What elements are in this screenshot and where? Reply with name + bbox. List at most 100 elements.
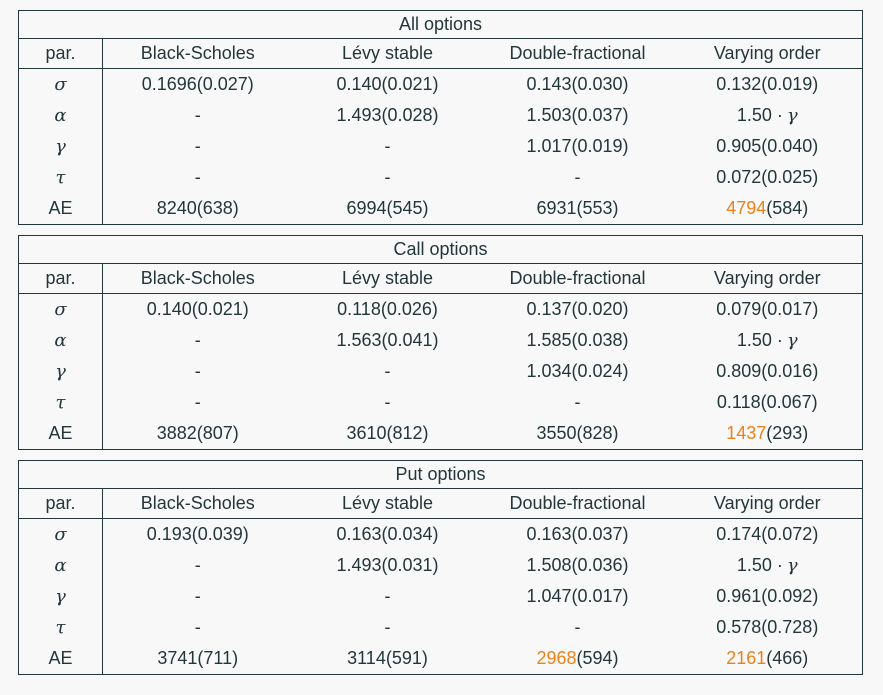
table-header-row: par. Black-Scholes Lévy stable Double-fract… — [18, 38, 863, 69]
param-label: σ — [18, 293, 103, 325]
value-cell: 0.140(0.021) — [103, 294, 293, 326]
table-row--: γ - - 1.034(0.024) 0.809(0.016) — [18, 356, 863, 387]
value-cell: 0.143(0.030) — [483, 69, 673, 101]
cell-value: 0.961(0.092) — [716, 586, 819, 606]
value-cell: 1.50 · γ — [673, 550, 863, 581]
cell-value: 0.140(0.021) — [336, 74, 439, 94]
value-cell: - — [103, 325, 293, 356]
cell-value: 2968 — [536, 648, 577, 668]
cell-value: - — [384, 392, 391, 412]
value-cell: 1.493(0.028) — [293, 100, 483, 131]
value-cell: 0.193(0.039) — [103, 519, 293, 551]
value-cell: 1.563(0.041) — [293, 325, 483, 356]
cell-value: 3882(807) — [156, 423, 239, 443]
param-label: α — [18, 325, 103, 356]
value-cell: 0.140(0.021) — [293, 69, 483, 101]
value-cell: - — [293, 387, 483, 418]
table-title-row: Call options — [18, 235, 863, 264]
options-table-put-options: Put options par. Black-Scholes Lévy stable D… — [18, 460, 864, 675]
column-header-black-scholes: Black-Scholes — [102, 38, 293, 69]
param-label: γ — [18, 356, 103, 387]
cell-value: 1.034(0.024) — [526, 361, 629, 381]
cell-value: - — [194, 167, 201, 187]
cell-value: 3114(591) — [347, 648, 428, 668]
cell-value: - — [574, 167, 581, 187]
cell-value: 1.50 · — [736, 330, 783, 350]
cell-value: 0.905(0.040) — [716, 136, 819, 156]
value-cell: 0.174(0.072) — [673, 519, 863, 551]
value-cell: - — [103, 387, 293, 418]
param-label: α — [18, 550, 103, 581]
cell-value: - — [194, 555, 201, 575]
cell-value: 0.578(0.728) — [716, 617, 819, 637]
cell-value: 0.118(0.026) — [337, 299, 438, 319]
cell-value: - — [384, 617, 391, 637]
value-cell: 1.017(0.019) — [483, 131, 673, 162]
value-cell: - — [103, 612, 293, 643]
cell-value: 1.50 · — [736, 555, 783, 575]
table-title: Call options — [18, 235, 863, 264]
value-cell: - — [293, 162, 483, 193]
cell-value: 1.508(0.036) — [526, 555, 629, 575]
value-cell: 1.50 · γ — [673, 325, 863, 356]
cell-std-error: (594) — [576, 648, 619, 668]
column-header-varying-order: Varying order — [672, 38, 863, 69]
table-row--: α - 1.563(0.041) 1.585(0.038) 1.50 · γ — [18, 325, 863, 356]
value-cell: 4794(584) — [673, 193, 863, 225]
param-label: α — [18, 100, 103, 131]
cell-value: 1.585(0.038) — [526, 330, 629, 350]
value-cell: 0.163(0.034) — [293, 519, 483, 551]
table-row--: τ - - - 0.118(0.067) — [18, 387, 863, 418]
value-cell: 0.132(0.019) — [673, 69, 863, 101]
value-cell: - — [293, 612, 483, 643]
table-row--: σ 0.140(0.021) 0.118(0.026) 0.137(0.020) 0.0… — [18, 293, 863, 326]
table-row--: γ - - 1.047(0.017) 0.961(0.092) — [18, 581, 863, 612]
table-row--: α - 1.493(0.028) 1.503(0.037) 1.50 · γ — [18, 100, 863, 131]
cell-value: 1.563(0.041) — [336, 330, 439, 350]
cell-value: 0.163(0.037) — [526, 524, 629, 544]
cell-value: 1.017(0.019) — [526, 136, 629, 156]
cell-value: - — [384, 361, 391, 381]
cell-value: - — [194, 136, 201, 156]
cell-value: 0.193(0.039) — [146, 524, 249, 544]
value-cell: 1.585(0.038) — [483, 325, 673, 356]
value-cell: 1.503(0.037) — [483, 100, 673, 131]
value-cell: 0.079(0.017) — [673, 294, 863, 326]
table-header-row: par. Black-Scholes Lévy stable Double-fract… — [18, 488, 863, 519]
table-row-ae: AE 8240(638) 6994(545) 6931(553) 4794(584) — [18, 193, 863, 225]
column-header-l-vy-stable: Lévy stable — [292, 263, 483, 294]
value-cell: - — [103, 356, 293, 387]
param-label: AE — [18, 193, 103, 225]
value-cell: 3882(807) — [103, 418, 293, 450]
cell-value: - — [194, 617, 201, 637]
value-cell: 0.809(0.016) — [673, 356, 863, 387]
value-cell: 1.50 · γ — [673, 100, 863, 131]
table-row--: γ - - 1.017(0.019) 0.905(0.040) — [18, 131, 863, 162]
cell-value: - — [194, 330, 201, 350]
cell-value: 0.137(0.020) — [526, 299, 629, 319]
cell-value: 0.174(0.072) — [716, 524, 819, 544]
table-title-row: All options — [18, 10, 863, 39]
table-row-ae: AE 3882(807) 3610(812) 3550(828) 1437(293) — [18, 418, 863, 450]
cell-value: 1.50 · — [736, 105, 783, 125]
cell-value: 3550(828) — [536, 423, 619, 443]
value-cell: - — [103, 131, 293, 162]
param-label: σ — [18, 518, 103, 550]
cell-gamma-symbol: γ — [786, 555, 798, 576]
value-cell: 0.961(0.092) — [673, 581, 863, 612]
column-header-varying-order: Varying order — [672, 488, 863, 519]
value-cell: 0.1696(0.027) — [103, 69, 293, 101]
cell-value: - — [574, 617, 581, 637]
param-label: τ — [18, 612, 103, 643]
value-cell: 6931(553) — [483, 193, 673, 225]
cell-value: 6931(553) — [536, 198, 619, 218]
cell-value: 0.132(0.019) — [716, 74, 819, 94]
cell-value: - — [384, 136, 391, 156]
cell-value: 0.079(0.017) — [716, 299, 819, 319]
value-cell: 0.072(0.025) — [673, 162, 863, 193]
param-label: τ — [18, 387, 103, 418]
table-header-row: par. Black-Scholes Lévy stable Double-fract… — [18, 263, 863, 294]
cell-std-error: (466) — [766, 648, 809, 668]
value-cell: 1.508(0.036) — [483, 550, 673, 581]
